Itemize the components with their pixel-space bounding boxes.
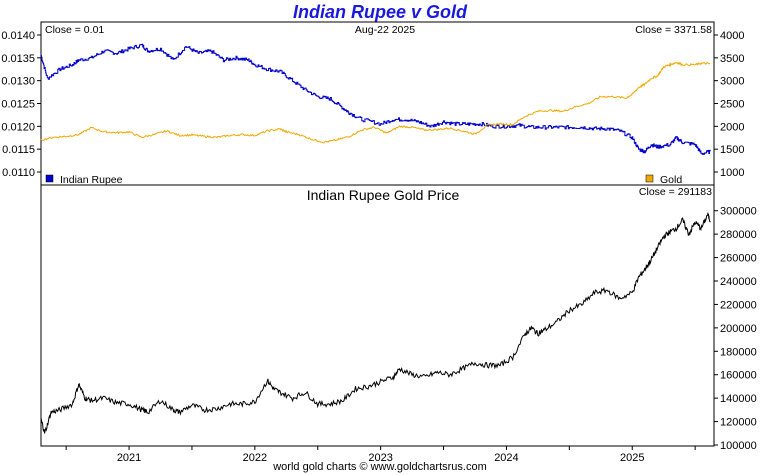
top-left-axis: 0.0110 0.0115 0.0120 0.0125 0.0130 0.0135 0.01…	[1, 30, 41, 179]
series-line-indian-rupee	[41, 43, 711, 155]
tick-label: 0.0135	[1, 53, 35, 65]
tick-label: 0.0110	[2, 167, 35, 179]
tick-label: 280000	[720, 229, 757, 241]
footer-credit: world gold charts © www.goldchartsrus.co…	[273, 461, 487, 473]
top-panel-frame	[40, 21, 715, 186]
tick-label: 2023	[368, 452, 392, 464]
tick-label: 2000	[720, 121, 744, 133]
tick-label: 120000	[720, 417, 757, 429]
x-axis: 2021 2022 2023 2024 2025	[65, 446, 696, 464]
tick-label: 0.0140	[1, 30, 35, 42]
tick-label: 260000	[720, 253, 757, 265]
right-close-label: Close = 3371.58	[635, 24, 712, 36]
tick-label: 0.0120	[1, 121, 35, 133]
tick-label: 3500	[720, 53, 744, 65]
tick-label: 180000	[720, 346, 757, 358]
series-line-gold	[40, 61, 711, 144]
tick-label: 2021	[117, 452, 141, 464]
tick-label: 200000	[720, 323, 757, 335]
date-label: Aug-22 2025	[355, 24, 415, 36]
tick-label: 160000	[720, 370, 757, 382]
tick-label: 3000	[720, 76, 744, 88]
tick-label: 2025	[620, 452, 644, 464]
tick-label: 100000	[720, 440, 757, 452]
legend-label-indian-rupee: Indian Rupee	[60, 174, 123, 186]
bottom-right-axis: 100000 120000 140000 160000 180000 200000 2200…	[714, 206, 757, 452]
legend-label-gold: Gold	[660, 174, 682, 186]
top-right-axis: 1000 1500 2000 2500 3000 3500 4000	[714, 30, 744, 179]
series-line-indian-rupee-gold-price	[40, 212, 711, 435]
left-close-label: Close = 0.01	[45, 24, 104, 36]
tick-label: 1500	[720, 144, 744, 156]
tick-label: 0.0125	[1, 99, 35, 111]
bottom-close-label: Close = 291183	[639, 186, 712, 198]
tick-label: 0.0130	[1, 76, 35, 88]
bottom-panel-title: Indian Rupee Gold Price	[307, 187, 460, 203]
tick-label: 2500	[720, 99, 744, 111]
tick-label: 2024	[494, 452, 518, 464]
chart-title: Indian Rupee v Gold	[292, 2, 467, 22]
bottom-panel-frame	[40, 184, 715, 447]
tick-label: 140000	[720, 393, 757, 405]
tick-label: 300000	[720, 206, 757, 218]
tick-label: 240000	[720, 276, 757, 288]
tick-label: 4000	[720, 30, 744, 42]
legend-swatch-indian-rupee	[45, 174, 54, 183]
tick-label: 0.0115	[2, 144, 35, 156]
tick-label: 220000	[720, 299, 757, 311]
tick-label: 2022	[243, 452, 267, 464]
legend-swatch-gold	[645, 174, 654, 183]
tick-label: 1000	[720, 167, 744, 179]
